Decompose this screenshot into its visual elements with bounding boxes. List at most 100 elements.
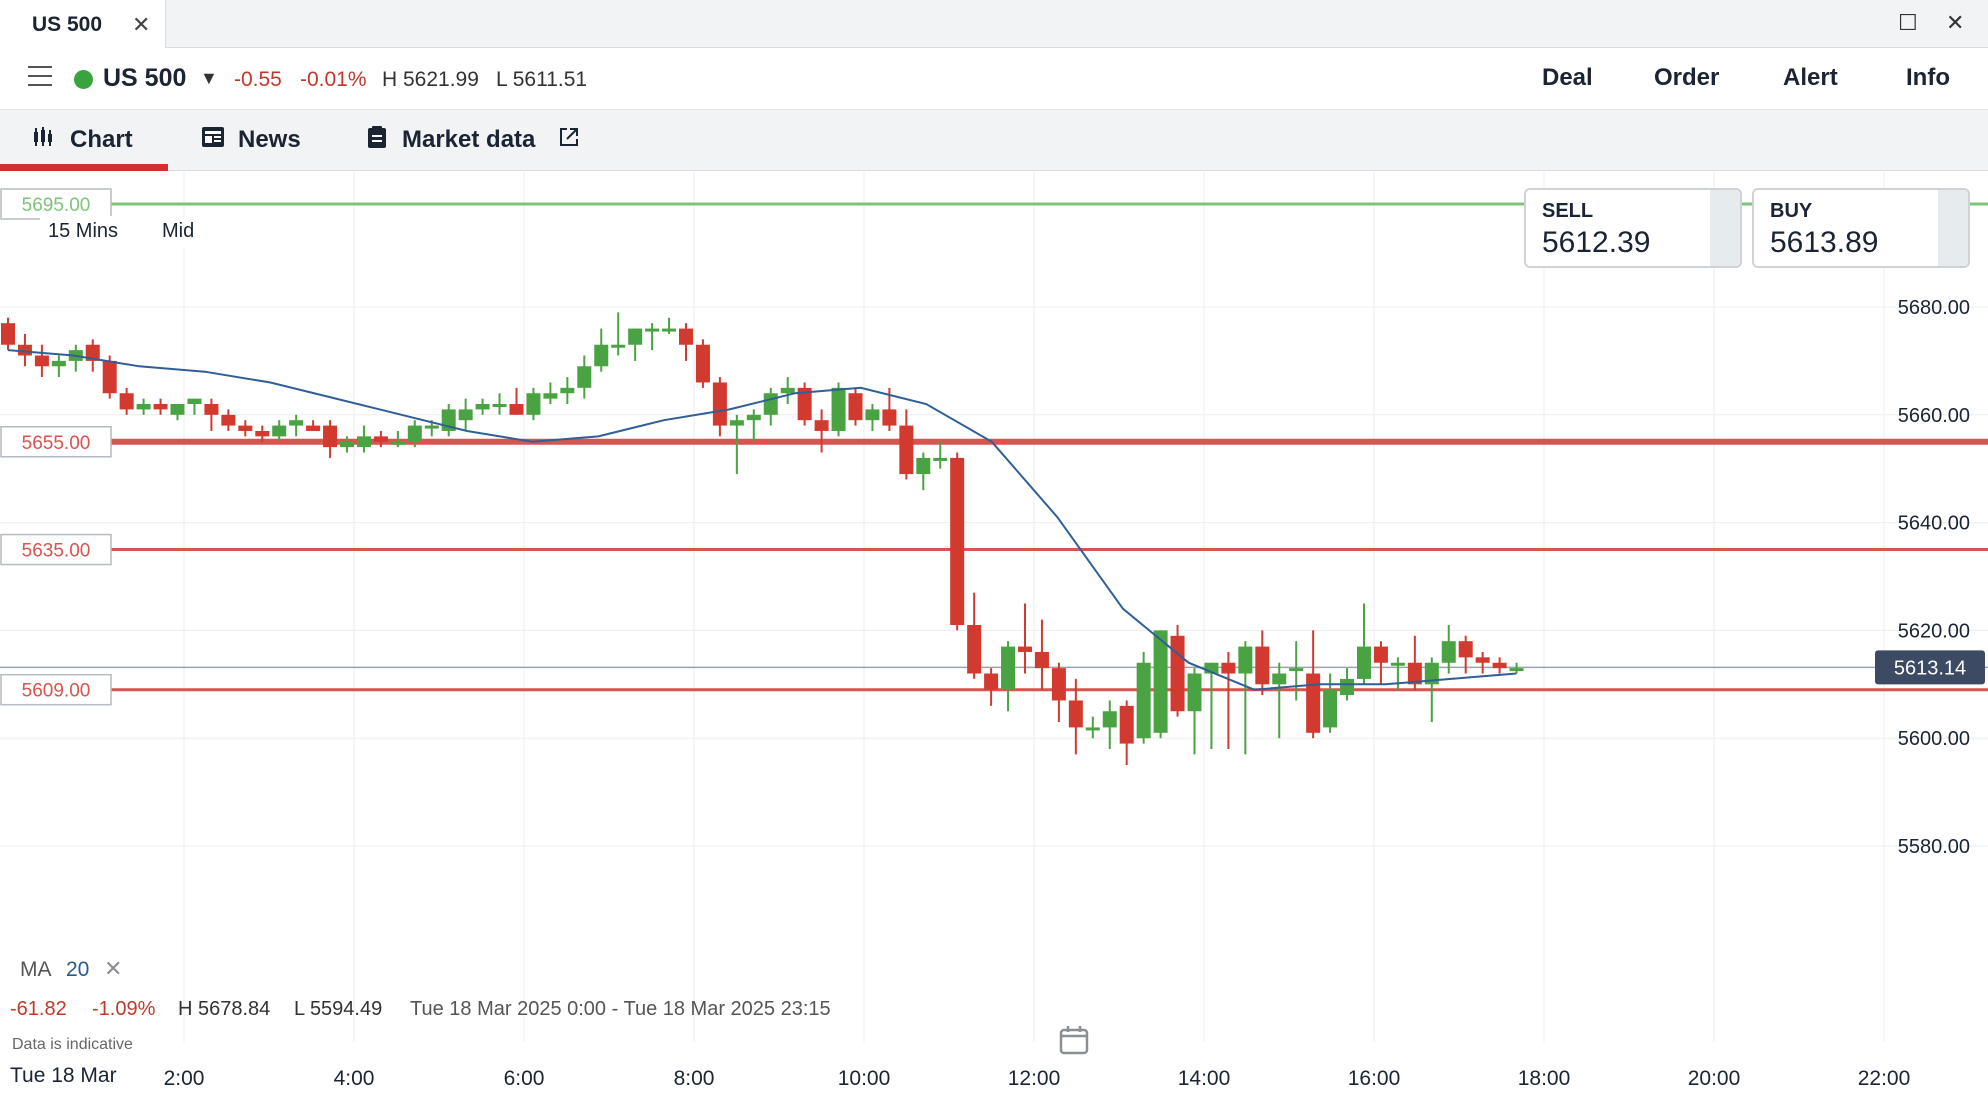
candle-body <box>1051 668 1066 701</box>
current-price-tag <box>1875 650 1985 685</box>
alert-button[interactable]: Alert <box>1783 64 1838 91</box>
y-axis-tick-label: 5680.00 <box>1898 297 1970 319</box>
candle-body <box>306 425 321 431</box>
candle-body <box>1221 662 1236 674</box>
window-tab[interactable]: US 500 ✕ <box>0 0 166 48</box>
candle-body <box>763 393 778 415</box>
tab-market-data[interactable]: Market data <box>362 110 592 171</box>
candle-body <box>102 360 117 394</box>
candle-body <box>950 457 965 626</box>
buy-label: BUY <box>1770 200 1813 222</box>
x-axis-tick-label: 16:00 <box>1348 1067 1401 1090</box>
candle-body <box>1255 646 1270 685</box>
candle-body <box>1153 630 1168 733</box>
clipboard-icon <box>368 126 386 148</box>
sell-ticket-side <box>1710 190 1740 266</box>
range-high: H 5678.84 <box>178 998 271 1020</box>
candle-body <box>1492 662 1507 669</box>
sell-price: 5612.39 <box>1542 226 1651 259</box>
candle-body <box>119 393 134 410</box>
deal-button[interactable]: Deal <box>1542 64 1593 91</box>
ma-remove-icon[interactable]: ✕ <box>104 956 123 981</box>
news-icon <box>202 127 224 147</box>
candle-body <box>1289 668 1304 672</box>
tab-market-data-label: Market data <box>402 126 536 153</box>
candle-body <box>255 430 270 437</box>
info-button[interactable]: Info <box>1906 64 1950 91</box>
candle-body <box>1187 673 1202 712</box>
candle-body <box>85 344 100 361</box>
candle-body <box>323 425 338 448</box>
tab-close-icon[interactable]: ✕ <box>132 12 151 37</box>
current-price-label: 5613.14 <box>1894 657 1966 679</box>
moving-average-line <box>7 349 1517 691</box>
x-axis-tick-label: 8:00 <box>674 1067 715 1090</box>
day-low: L 5611.51 <box>496 68 588 91</box>
chart-area[interactable]: 5695.00 5655.00 5635.00 5609.00 2:00 4:00 6:0… <box>0 172 1988 1096</box>
buy-ticket[interactable]: BUY 5613.89 <box>1752 188 1970 268</box>
candle-body <box>238 425 253 431</box>
x-axis-tick-label: 2:00 <box>164 1067 205 1090</box>
ma-indicator-label: MA <box>20 958 52 981</box>
y-axis-tick-label: 5620.00 <box>1898 620 1970 642</box>
price-level-label: 5655.00 <box>22 433 91 454</box>
market-status-dot <box>74 70 93 89</box>
sell-ticket[interactable]: SELL 5612.39 <box>1524 188 1742 268</box>
price-chart[interactable]: 5695.00 5655.00 5635.00 5609.00 2:00 4:00 6:0… <box>0 172 1988 1096</box>
candle-body <box>1475 657 1490 663</box>
x-axis-tick-label: 22:00 <box>1858 1067 1911 1090</box>
y-axis-tick-label: 5580.00 <box>1898 836 1970 858</box>
candle-body <box>1390 662 1405 666</box>
instrument-name[interactable]: US 500 <box>103 64 187 92</box>
candle-body <box>577 366 592 388</box>
candle-body <box>594 344 609 367</box>
candle-body <box>475 404 490 410</box>
timeframe-selector[interactable]: 15 Mins <box>40 216 127 247</box>
candle-body <box>1068 700 1083 728</box>
price-level-tag <box>0 426 112 458</box>
x-axis-tick-label: 18:00 <box>1518 1067 1571 1090</box>
candle-body <box>933 457 948 461</box>
candle-body <box>695 344 710 383</box>
price-level-label: 5695.00 <box>22 195 91 216</box>
range-change: -61.82 <box>10 998 67 1020</box>
candle-body <box>560 387 575 394</box>
y-axis-tick-label: 5640.00 <box>1898 513 1970 535</box>
candle-body <box>1102 711 1117 728</box>
tab-news-label: News <box>238 126 301 153</box>
maximize-icon[interactable]: ☐ <box>1898 10 1918 35</box>
external-link-icon <box>560 128 578 146</box>
day-high: H 5621.99 <box>382 68 479 91</box>
x-axis-tick-label: 14:00 <box>1178 1067 1231 1090</box>
candle-body <box>1509 668 1524 672</box>
order-button[interactable]: Order <box>1654 64 1720 91</box>
calendar-icon[interactable] <box>1058 1024 1090 1056</box>
candle-body <box>831 387 846 431</box>
x-axis-tick-label: 12:00 <box>1008 1067 1061 1090</box>
candle-body <box>1407 662 1422 685</box>
candle-body <box>407 425 422 442</box>
candle-body <box>916 457 931 475</box>
price-level-label: 5609.00 <box>22 681 91 702</box>
caret-down-icon[interactable]: ▼ <box>200 68 218 88</box>
tab-chart[interactable]: Chart <box>0 110 168 171</box>
tab-news[interactable]: News <box>196 110 316 171</box>
x-axis-tick-label: 6:00 <box>504 1067 545 1090</box>
candle-body <box>340 441 354 448</box>
candle-body <box>679 328 693 345</box>
candle-body <box>272 425 287 437</box>
candle-body <box>1 323 15 345</box>
price-type-selector[interactable]: Mid <box>154 216 203 247</box>
price-change-pct: -0.01% <box>300 68 367 91</box>
candle-body <box>814 420 829 431</box>
ma-period[interactable]: 20 <box>66 958 90 981</box>
window-close-icon[interactable]: ✕ <box>1946 10 1965 35</box>
candle-body <box>1272 673 1287 685</box>
candle-body <box>797 387 812 421</box>
candle-body <box>865 409 880 421</box>
candle-body <box>1357 646 1371 679</box>
menu-icon[interactable] <box>28 66 52 90</box>
candle-body <box>1238 646 1253 674</box>
range-low: L 5594.49 <box>294 998 383 1020</box>
candle-body <box>1170 635 1185 712</box>
